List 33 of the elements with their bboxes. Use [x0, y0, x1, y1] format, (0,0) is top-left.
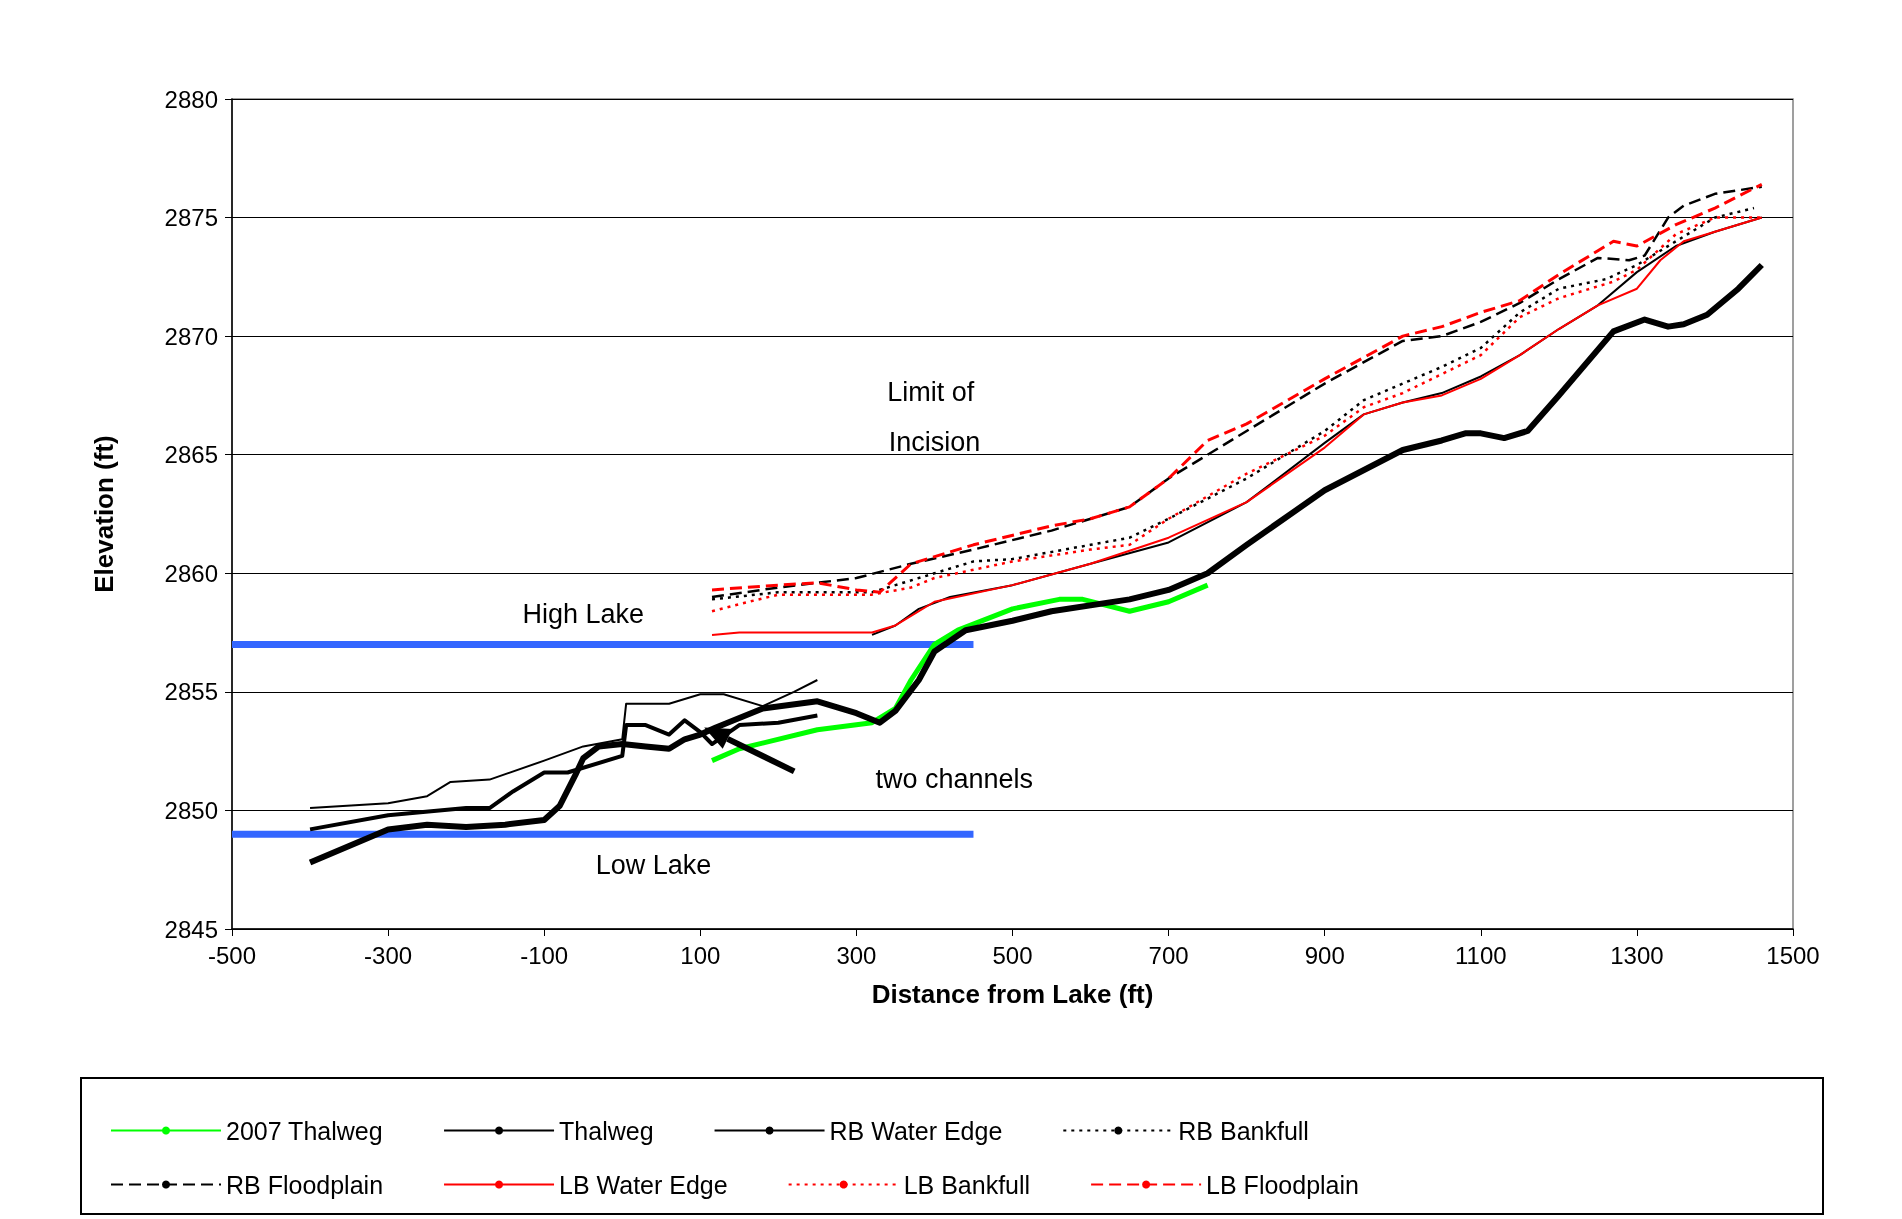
x-tick-label: -300	[364, 941, 413, 969]
y-tick-label: 2845	[164, 915, 218, 943]
y-tick-label: 2865	[164, 441, 218, 469]
y-tick-label: 2875	[164, 204, 218, 232]
x-tick-label: 300	[836, 941, 877, 969]
x-tick-label: 500	[992, 941, 1033, 969]
y-axis-title: Elevation (ft)	[89, 435, 119, 593]
x-tick-label: 100	[680, 941, 721, 969]
x-tick-label: 1500	[1766, 941, 1820, 969]
legend-label: RB Bankfull	[1178, 1116, 1309, 1145]
y-tick-label: 2850	[164, 796, 218, 824]
annotation: two channels	[875, 764, 1034, 795]
legend-label: LB Water Edge	[559, 1170, 728, 1199]
legend-label: RB Water Edge	[829, 1116, 1003, 1145]
legend-label: LB Bankfull	[903, 1170, 1031, 1199]
legend-label: 2007 Thalweg	[226, 1116, 383, 1145]
x-tick-label: 900	[1304, 941, 1345, 969]
annotation: High Lake	[522, 598, 645, 629]
x-tick-label: -500	[207, 941, 257, 969]
y-tick-label: 2870	[164, 322, 218, 350]
annotation: Low Lake	[595, 849, 712, 880]
y-tick-label: 2855	[164, 678, 218, 706]
x-tick-label: 1100	[1455, 941, 1507, 969]
legend-label: LB Floodplain	[1206, 1170, 1359, 1199]
annotation: Limit of Incision	[887, 376, 982, 457]
x-axis-title: Distance from Lake (ft)	[871, 979, 1154, 1009]
legend-label: Thalweg	[559, 1116, 654, 1145]
y-tick-label: 2880	[164, 85, 218, 113]
legend-label: RB Floodplain	[226, 1170, 384, 1199]
y-tick-label: 2860	[164, 559, 218, 587]
x-tick-label: 700	[1148, 941, 1189, 969]
x-tick-label: -100	[520, 941, 569, 969]
x-tick-label: 1300	[1610, 941, 1664, 969]
